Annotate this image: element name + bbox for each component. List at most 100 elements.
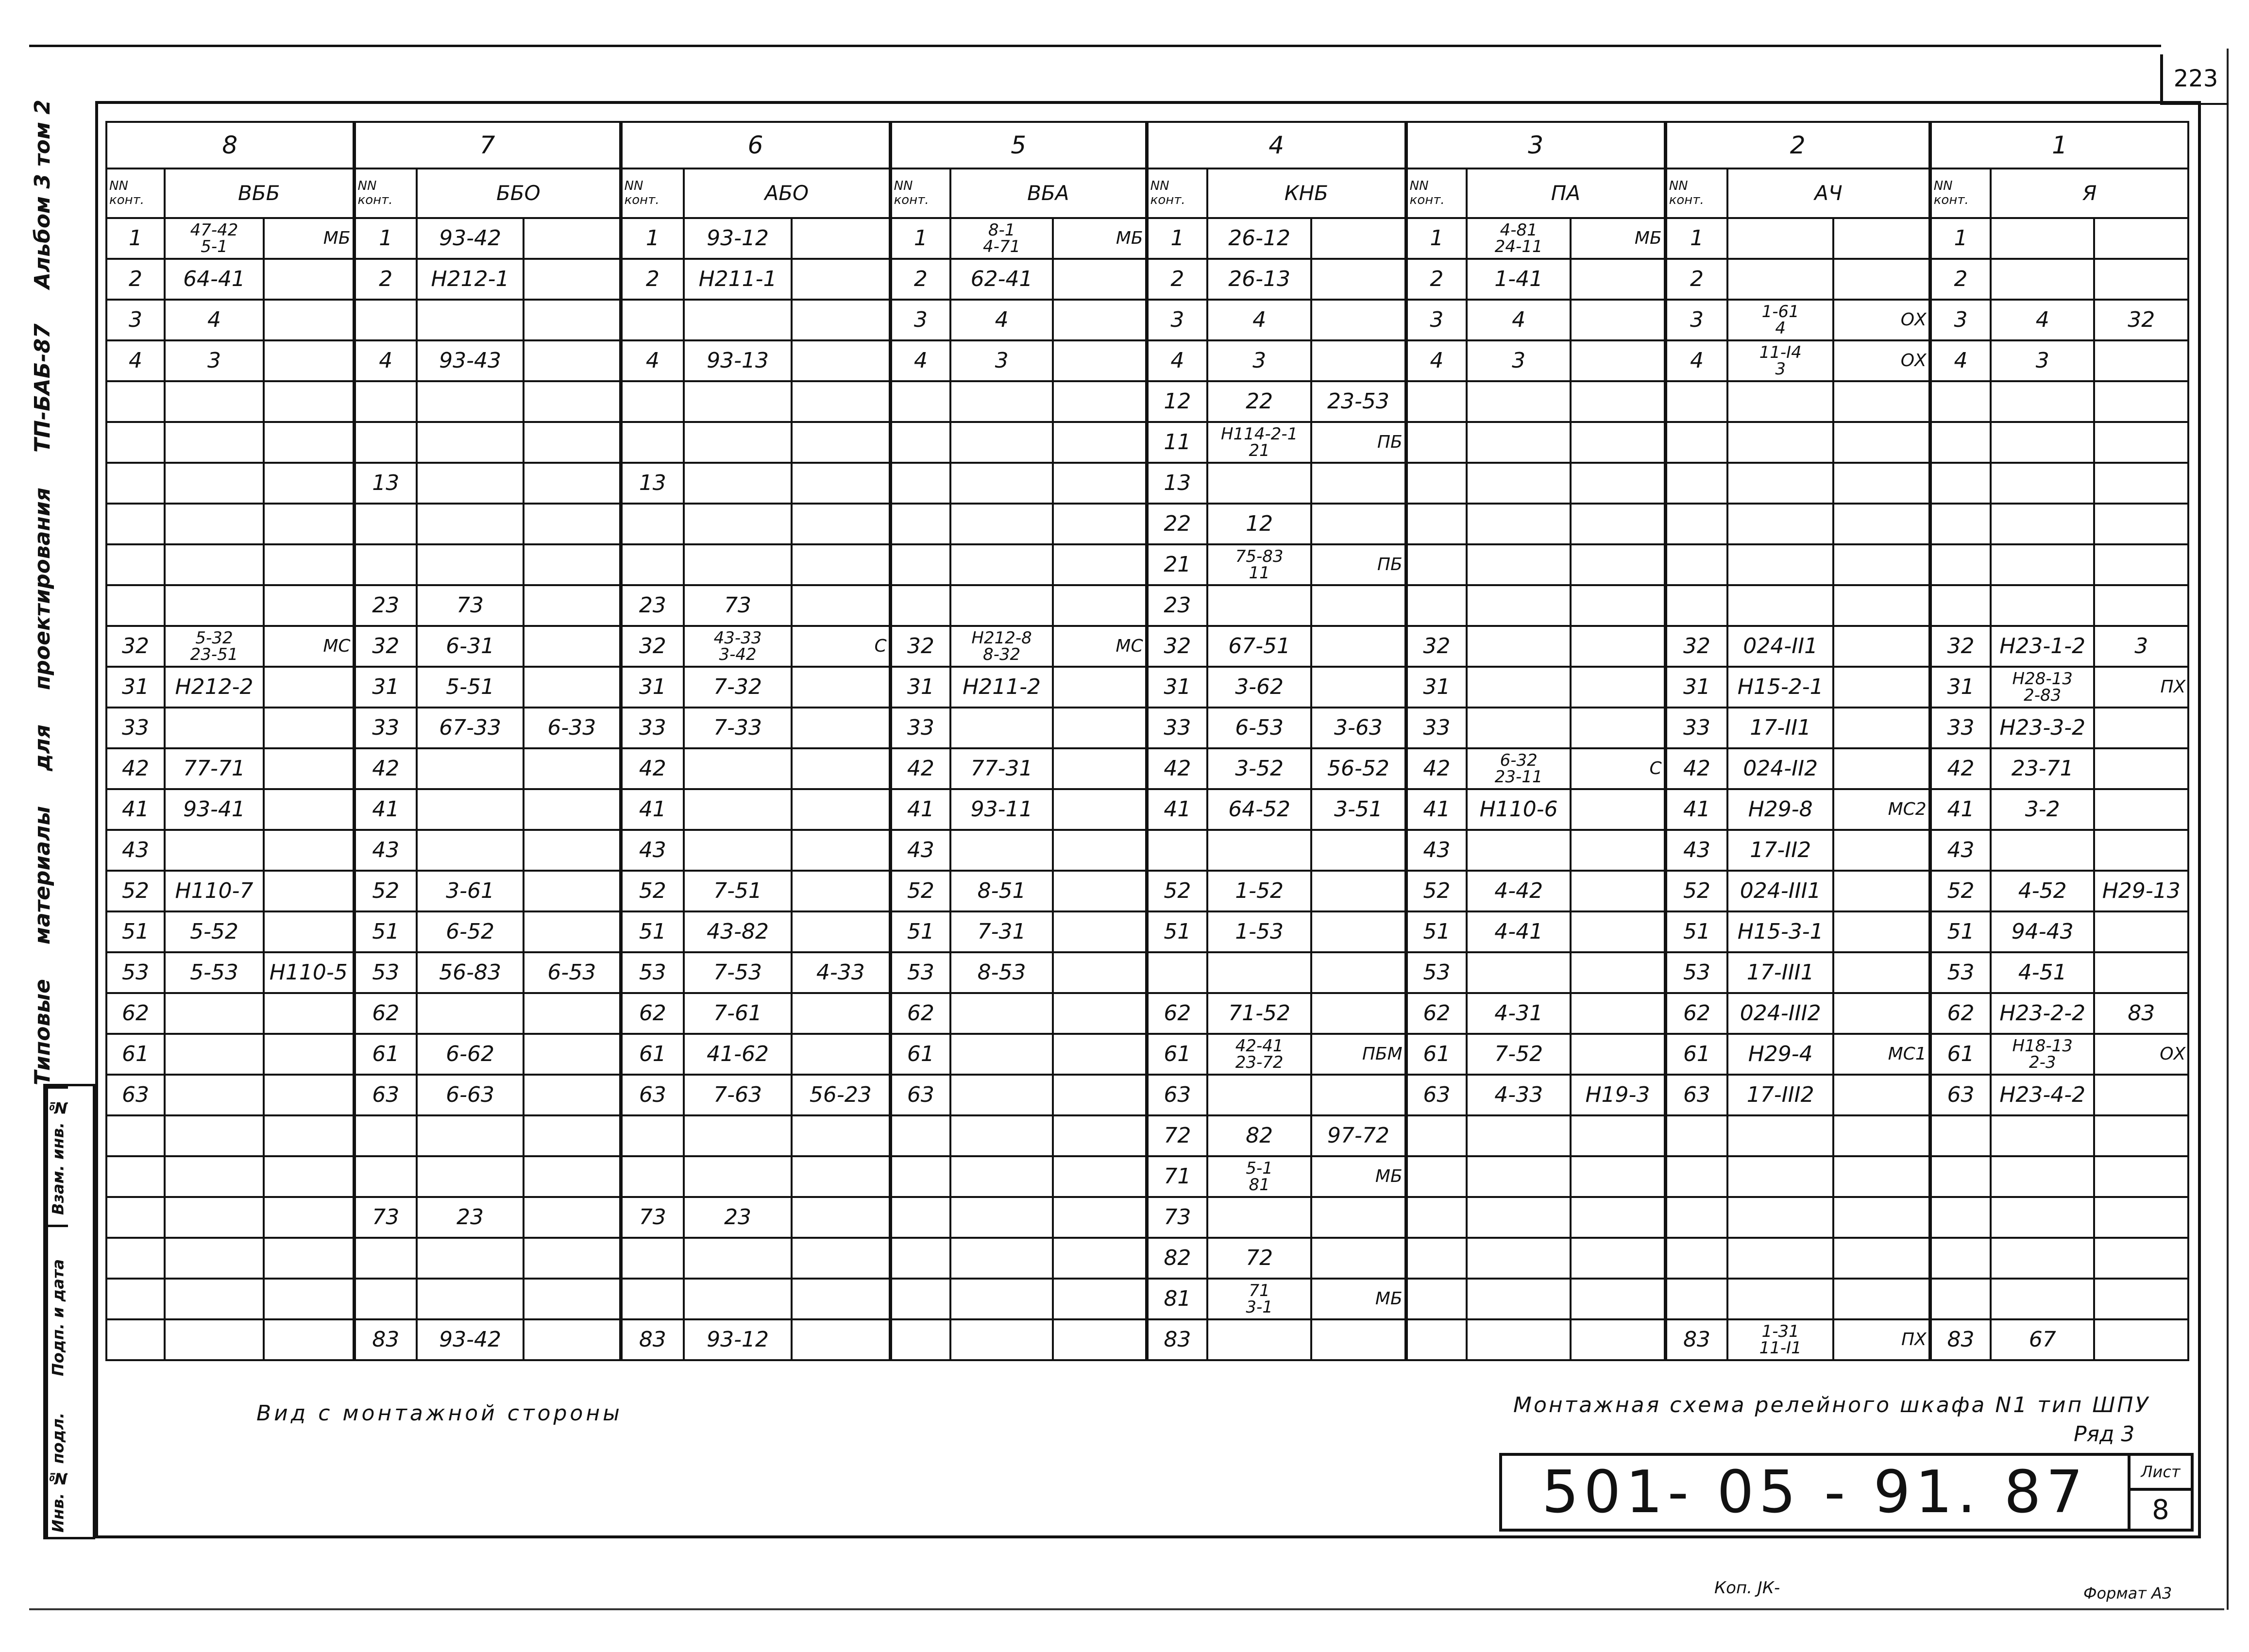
connection-cell xyxy=(1466,1278,1572,1320)
contact-number-cell xyxy=(352,1237,418,1280)
contact-number-cell: 32 xyxy=(352,625,418,668)
connection-cell: 71-52 xyxy=(1206,992,1313,1035)
connection-cell xyxy=(949,707,1054,749)
remark-cell xyxy=(1310,829,1407,872)
connection-cell: 17-III2 xyxy=(1726,1074,1835,1116)
contact-number-cell: 43 xyxy=(888,829,952,872)
remark-cell xyxy=(262,299,355,341)
connection-cell xyxy=(1726,1196,1835,1239)
remark-cell: МБ xyxy=(262,217,355,260)
remark-cell xyxy=(1570,258,1667,301)
connection-cell xyxy=(683,1155,793,1198)
remark-cell: ОХ xyxy=(2093,1033,2190,1076)
connection-cell: Н211-2 xyxy=(949,666,1054,708)
connection-cell xyxy=(1990,503,2096,545)
contact-number-cell: 31 xyxy=(1928,666,1992,708)
connection-cell xyxy=(1726,217,1835,260)
table-row: 21 75-83 11 ПБ xyxy=(105,543,2190,586)
connection-cell: 024-III2 xyxy=(1726,992,1835,1035)
remark-cell xyxy=(1052,421,1148,464)
contact-number-cell: 53 xyxy=(888,951,952,994)
contact-number-cell: 3 xyxy=(1145,299,1209,341)
remark-cell xyxy=(262,1318,355,1361)
table-row: 53 5-53 Н110-5 53 56-83 6-53 53 7-53 4-33 53 8-53 5… xyxy=(105,951,2190,994)
remark-cell xyxy=(1570,910,1667,953)
remark-cell xyxy=(1052,543,1148,586)
remark-cell xyxy=(1310,1318,1407,1361)
connection-cell xyxy=(1466,1155,1572,1198)
table-row: 32 5-32 23-51 МС 32 6-31 32 43-33 3-42 С 32 Н212-… xyxy=(105,625,2190,668)
contact-number-cell xyxy=(1404,421,1468,464)
remark-cell xyxy=(1052,258,1148,301)
remark-cell xyxy=(791,1114,892,1157)
remark-cell xyxy=(523,625,622,668)
connection-cell xyxy=(949,543,1054,586)
remark-cell xyxy=(523,870,622,912)
remark-cell xyxy=(1570,380,1667,423)
connection-cell: 4 xyxy=(1990,299,2096,341)
connection-cell: 11-I4 3 xyxy=(1726,339,1835,382)
contact-number-cell: 12 xyxy=(1145,380,1209,423)
remark-cell xyxy=(1310,1237,1407,1280)
table-row: 12 22 23-53 xyxy=(105,380,2190,423)
connection-cell xyxy=(1206,1318,1313,1361)
connection-cell: Н110-7 xyxy=(164,870,265,912)
connection-cell: 4 xyxy=(1466,299,1572,341)
contact-number-cell xyxy=(105,1278,166,1320)
connection-cell: 62-41 xyxy=(949,258,1054,301)
contact-number-cell: 31 xyxy=(105,666,166,708)
contact-number-cell xyxy=(1928,380,1992,423)
drawing-frame xyxy=(95,101,2201,1538)
connection-cell xyxy=(1726,421,1835,464)
remark-cell xyxy=(1832,258,1931,301)
remark-cell xyxy=(262,1196,355,1239)
device-name-header: ПА xyxy=(1466,168,1667,219)
remark-cell xyxy=(1310,625,1407,668)
connection-cell xyxy=(1726,1114,1835,1157)
group-number: 8 xyxy=(105,121,355,169)
remark-cell: 6-53 xyxy=(523,951,622,994)
remark-cell xyxy=(1570,1114,1667,1157)
connection-cell: 67-51 xyxy=(1206,625,1313,668)
connection-cell xyxy=(1206,829,1313,872)
remark-cell xyxy=(1310,217,1407,260)
contact-number-cell: 23 xyxy=(1145,584,1209,627)
remark-cell xyxy=(2093,584,2190,627)
remark-cell xyxy=(791,543,892,586)
remark-cell xyxy=(523,462,622,505)
connection-cell xyxy=(416,788,525,831)
remark-cell xyxy=(1570,707,1667,749)
contact-number-cell xyxy=(105,584,166,627)
remark-cell: 32 xyxy=(2093,299,2190,341)
remark-cell xyxy=(523,829,622,872)
contact-number-cell: 73 xyxy=(619,1196,685,1239)
contact-number-cell xyxy=(1928,503,1992,545)
contact-number-cell xyxy=(1663,1155,1729,1198)
connection-cell xyxy=(1990,829,2096,872)
connection-cell: 7-51 xyxy=(683,870,793,912)
contact-number-cell: 41 xyxy=(1928,788,1992,831)
remark-cell xyxy=(1052,380,1148,423)
device-name-header: ББО xyxy=(416,168,622,219)
connection-cell xyxy=(416,1155,525,1198)
contact-number-cell xyxy=(1663,1237,1729,1280)
remark-cell xyxy=(523,747,622,790)
connection-cell: 75-83 11 xyxy=(1206,543,1313,586)
contact-number-cell: 43 xyxy=(1663,829,1729,872)
remark-cell xyxy=(1570,1318,1667,1361)
contact-number-cell: 3 xyxy=(1928,299,1992,341)
connection-cell: Н212-1 xyxy=(416,258,525,301)
connection-cell: 7-32 xyxy=(683,666,793,708)
remark-cell xyxy=(2093,543,2190,586)
contact-number-cell: 63 xyxy=(105,1074,166,1116)
remark-cell xyxy=(1832,380,1931,423)
remark-cell xyxy=(262,1114,355,1157)
contact-number-cell: 2 xyxy=(1404,258,1468,301)
connection-cell xyxy=(416,503,525,545)
remark-cell xyxy=(1310,299,1407,341)
connection-cell xyxy=(1466,503,1572,545)
remark-cell xyxy=(2093,462,2190,505)
connection-cell xyxy=(1466,666,1572,708)
remark-cell xyxy=(523,543,622,586)
contact-number-cell: 43 xyxy=(105,829,166,872)
